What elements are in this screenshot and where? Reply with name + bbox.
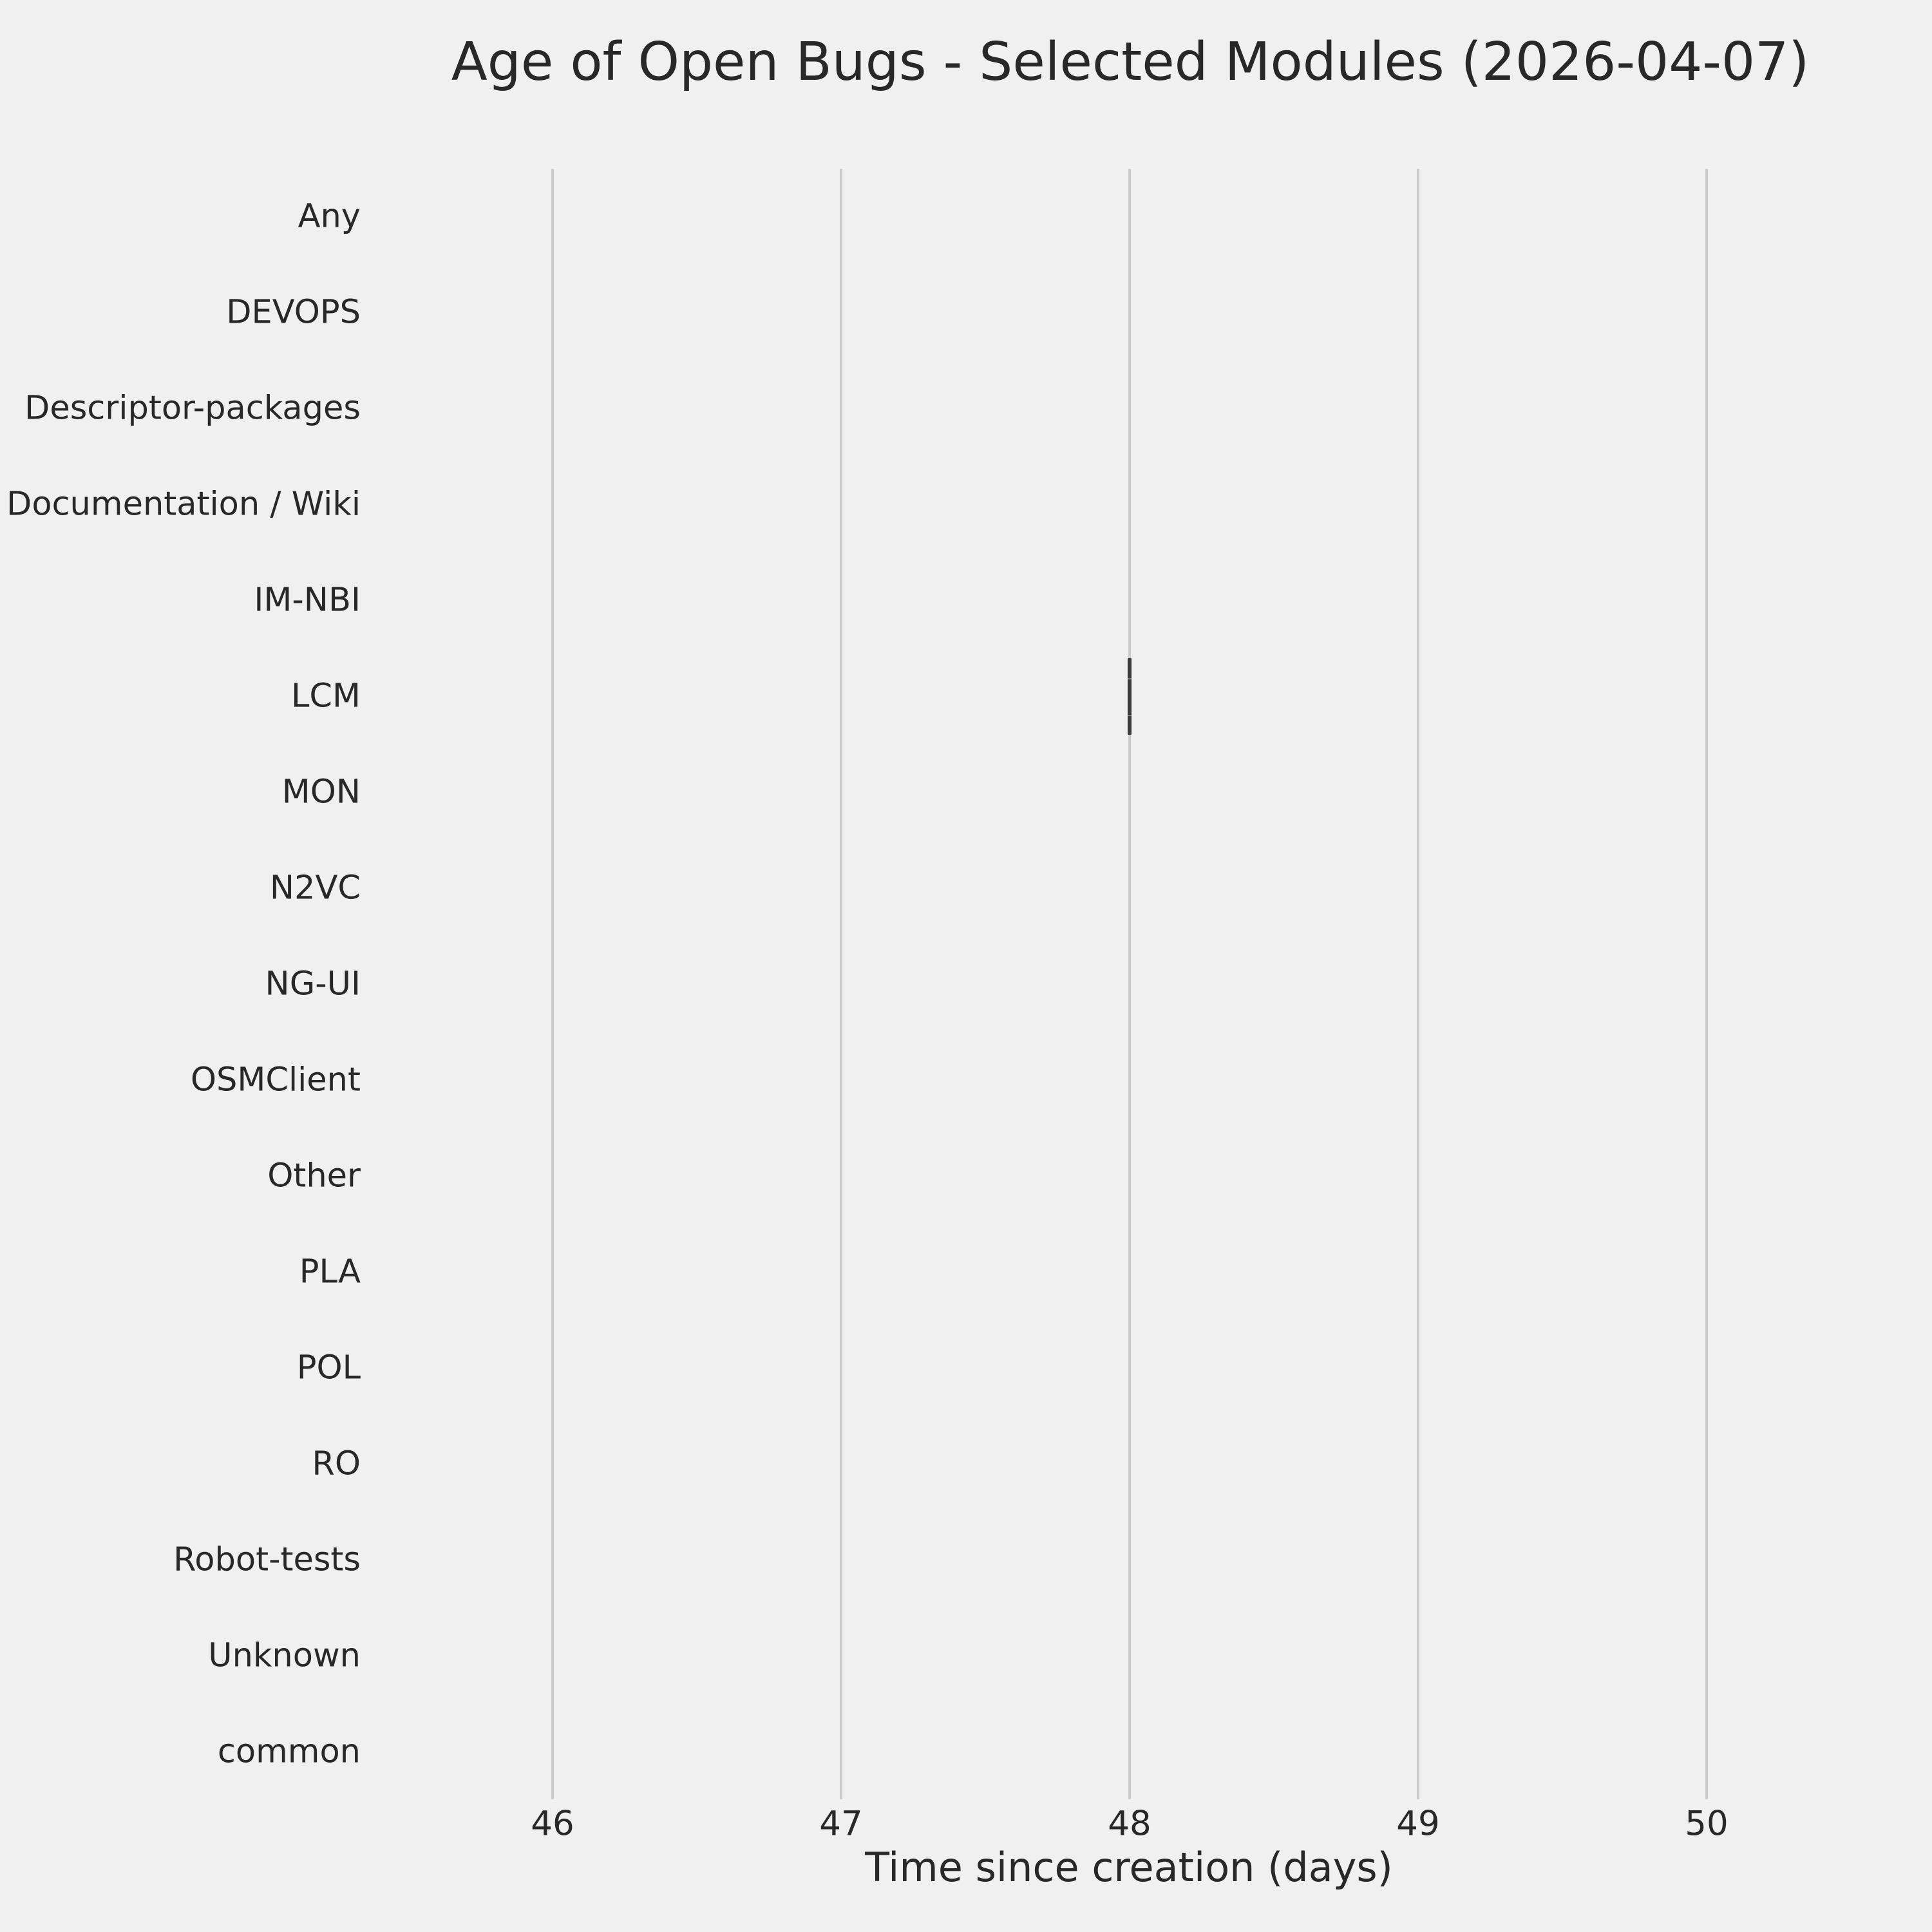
category-label-any: Any [298,197,361,236]
category-label-im-nbi: IM-NBI [254,581,361,620]
category-label-devops: DEVOPS [226,293,361,332]
x-tick-label-47: 47 [819,1804,863,1844]
category-label-common: common [217,1732,361,1771]
category-label-descriptor-packages: Descriptor-packages [24,389,361,428]
category-label-osmclient: OSMClient [190,1061,361,1099]
category-label-mon: MON [281,773,361,811]
box-mark-notch [1128,714,1132,716]
gridline-x-48 [1128,169,1131,1799]
x-tick-label-46: 46 [531,1804,574,1844]
category-label-pla: PLA [299,1253,361,1291]
box-mark-notch [1128,677,1132,679]
category-label-n2vc: N2VC [269,869,361,907]
category-label-other: Other [267,1157,361,1195]
category-label-ro: RO [312,1444,361,1483]
x-tick-label-50: 50 [1685,1804,1728,1844]
category-label-lcm: LCM [290,677,361,715]
gridline-x-49 [1417,169,1419,1799]
x-axis-label: Time since creation (days) [865,1844,1393,1891]
category-label-unknown: Unknown [208,1636,361,1675]
category-label-documentation-wiki: Documentation / Wiki [6,485,361,524]
x-tick-label-49: 49 [1396,1804,1440,1844]
chart-title: Age of Open Bugs - Selected Modules (202… [451,32,1810,93]
gridline-x-46 [551,169,554,1799]
gridline-x-50 [1705,169,1708,1799]
category-label-robot-tests: Robot-tests [173,1540,361,1579]
x-tick-label-48: 48 [1108,1804,1151,1844]
box-mark-lcm [1128,658,1132,735]
category-label-ng-ui: NG-UI [265,965,361,1003]
category-label-pol: POL [296,1349,361,1387]
gridline-x-47 [840,169,842,1799]
plot-area [0,169,1932,1799]
